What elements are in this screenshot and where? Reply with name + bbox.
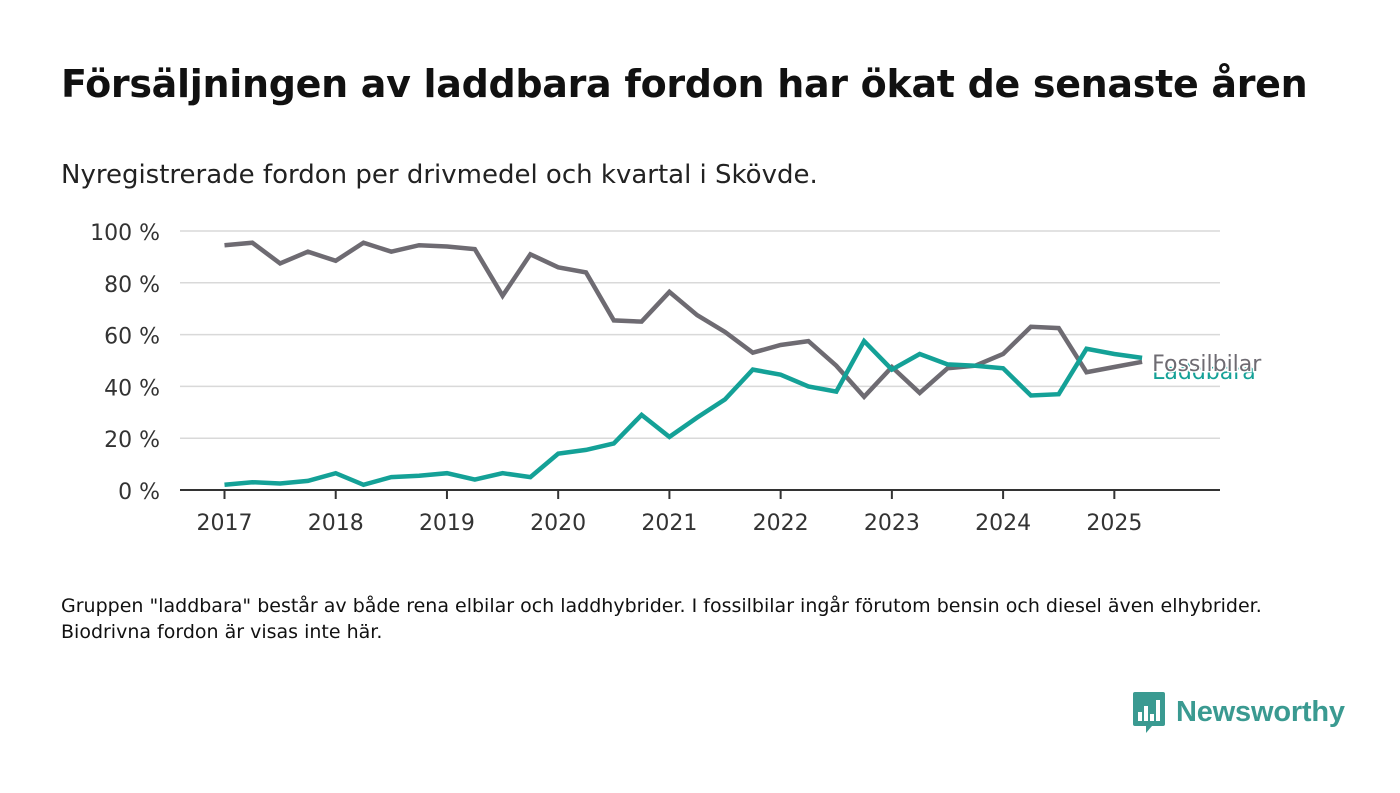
series-line-laddbara	[224, 337, 1143, 488]
x-tick-label: 2023	[864, 511, 920, 536]
x-tick-label: 2018	[308, 511, 364, 536]
y-tick-label: 20 %	[104, 428, 160, 453]
y-tick-label: 0 %	[118, 480, 160, 505]
brand-name: Newsworthy	[1176, 695, 1345, 728]
chart-title: Försäljningen av laddbara fordon har öka…	[61, 62, 1308, 106]
x-tick-label: 2017	[196, 511, 252, 536]
chart-subtitle: Nyregistrerade fordon per drivmedel och …	[61, 160, 818, 190]
y-tick-label: 60 %	[104, 325, 160, 350]
x-tick-label: 2022	[753, 511, 809, 536]
newsworthy-logo-icon	[1133, 692, 1165, 733]
y-tick-label: 40 %	[104, 376, 160, 401]
series-end-label-fossilbilar: Fossilbilar	[1152, 352, 1262, 377]
newsworthy-brand: Newsworthy	[1132, 690, 1345, 734]
y-axis-labels: 0 % 20 % 40 % 60 % 80 % 100 %	[90, 221, 160, 505]
x-tick-label: 2019	[419, 511, 475, 536]
y-tick-label: 80 %	[104, 273, 160, 298]
series-lines	[224, 240, 1143, 488]
series-line-fossilbilar	[224, 240, 1143, 401]
gridlines	[180, 230, 1220, 439]
x-tick-label: 2021	[641, 511, 697, 536]
y-tick-label: 100 %	[90, 221, 160, 246]
series-end-label-laddbara: Laddbara	[1152, 360, 1256, 385]
x-axis: 2017 2018 2019 2020 2021 2022 2023 2024 2025	[180, 489, 1220, 536]
x-tick-label: 2025	[1086, 511, 1142, 536]
x-tick-label: 2020	[530, 511, 586, 536]
footnote: Gruppen "laddbara" består av både rena e…	[61, 595, 1262, 643]
x-tick-label: 2024	[975, 511, 1031, 536]
